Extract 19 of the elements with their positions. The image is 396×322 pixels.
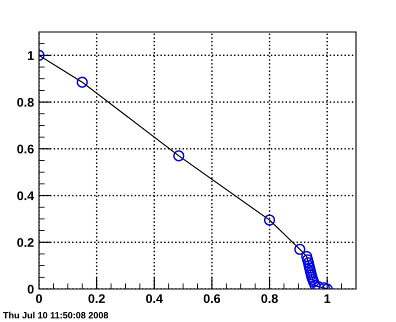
x-tick-label: 0.4	[146, 294, 163, 304]
x-tick-label: 1	[324, 294, 330, 303]
point	[301, 250, 312, 262]
point	[294, 244, 306, 255]
point	[76, 76, 88, 88]
y-tick-label: 0	[28, 284, 34, 294]
y-tick-label: 0.6	[17, 144, 34, 154]
y-tick-label: 0.4	[17, 191, 34, 200]
text: Thu Jul 10 11:50:08 2008	[3, 312, 108, 318]
y-tick-label: 1	[28, 51, 34, 60]
y-tick-label: 0.2	[17, 238, 34, 247]
x-tick-label: 0.6	[204, 294, 220, 304]
y-tick-label: 0.8	[17, 98, 34, 107]
point	[173, 150, 184, 162]
x-tick-label: 0.8	[261, 294, 278, 304]
point	[264, 214, 276, 226]
point	[302, 254, 314, 266]
x-tick-label: 0.2	[88, 294, 105, 304]
x-tick-label: 0	[36, 294, 42, 304]
